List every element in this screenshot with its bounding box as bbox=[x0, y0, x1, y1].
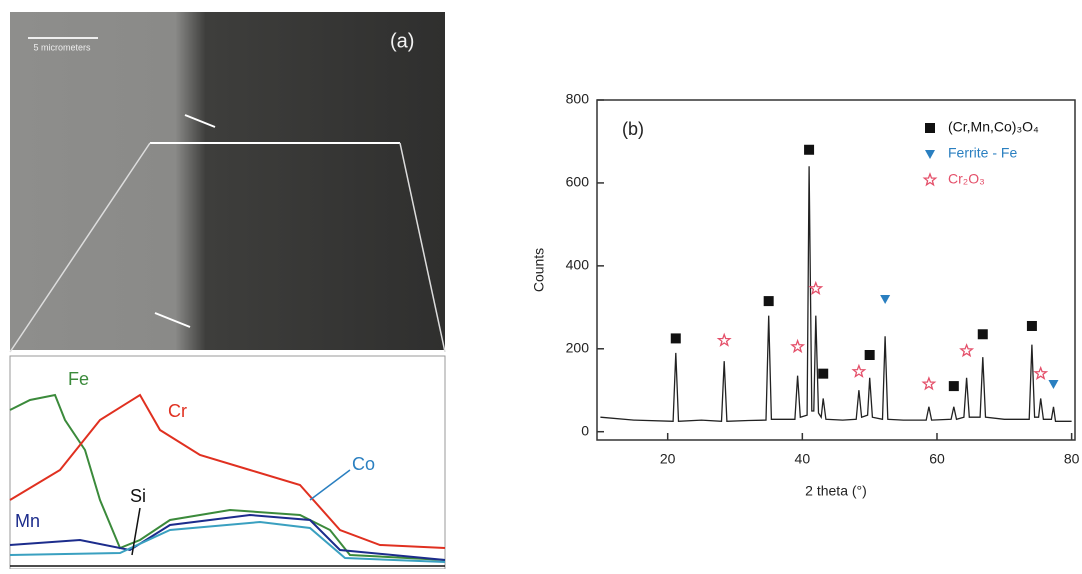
phase-marker bbox=[921, 376, 937, 391]
element-label: Cr bbox=[168, 401, 187, 421]
phase-marker bbox=[864, 350, 875, 360]
phase-marker bbox=[808, 280, 824, 295]
legend-marker bbox=[922, 172, 938, 187]
phase-marker bbox=[818, 368, 829, 379]
phase-marker bbox=[670, 333, 681, 344]
plot-frame bbox=[596, 99, 1076, 441]
element-label: Si bbox=[130, 486, 146, 506]
phase-marker bbox=[851, 363, 867, 378]
co-profile bbox=[9, 520, 446, 563]
arrow bbox=[154, 312, 191, 328]
y-tick-label: 800 bbox=[566, 91, 590, 107]
y-tick-label: 200 bbox=[566, 339, 590, 355]
phase-marker bbox=[716, 332, 732, 347]
y-tick-label: 400 bbox=[566, 257, 590, 273]
legend-marker bbox=[925, 123, 935, 133]
x-tick-label: 20 bbox=[660, 451, 676, 467]
element-label: Fe bbox=[68, 369, 89, 389]
phase-marker bbox=[1033, 365, 1049, 381]
phase-marker bbox=[763, 296, 774, 307]
legend-label: (Cr,Mn,Co)₃O₄ bbox=[948, 119, 1039, 135]
element-label: Mn bbox=[15, 511, 40, 531]
phase-marker bbox=[880, 295, 891, 305]
phase-marker bbox=[1026, 320, 1037, 331]
phase-marker bbox=[948, 381, 959, 392]
mn-profile bbox=[9, 513, 446, 561]
fe-profile bbox=[9, 393, 446, 561]
legend-label: Ferrite - Fe bbox=[948, 145, 1017, 161]
annotation: (b) bbox=[622, 119, 644, 139]
phase-marker bbox=[977, 329, 988, 340]
phase-marker bbox=[959, 343, 975, 358]
spectrum-line bbox=[600, 166, 1072, 422]
si-pointer bbox=[131, 507, 141, 556]
y-axis-title: Counts bbox=[531, 248, 547, 292]
x-axis-title: 2 theta (°) bbox=[805, 483, 867, 499]
arrow bbox=[184, 114, 216, 128]
scale-label: 5 micrometers bbox=[33, 42, 91, 52]
y-tick-label: 600 bbox=[566, 174, 590, 190]
cr-profile bbox=[9, 393, 446, 549]
x-tick-label: 80 bbox=[1064, 451, 1080, 467]
panel-label: (a) bbox=[390, 30, 414, 52]
sem-image bbox=[10, 12, 445, 350]
y-tick-label: 0 bbox=[581, 422, 589, 438]
phase-marker bbox=[804, 144, 815, 155]
x-tick-label: 40 bbox=[795, 451, 811, 467]
panel-b: 0 200 400 600 800 20 40 60 80 2 theta (°) Counts (b… bbox=[531, 91, 1080, 499]
phase-marker bbox=[1048, 380, 1059, 390]
legend-marker bbox=[925, 150, 935, 159]
x-tick-label: 60 bbox=[929, 451, 945, 467]
zoom-line bbox=[399, 142, 446, 353]
co-pointer bbox=[309, 469, 351, 501]
element-label: Co bbox=[352, 454, 375, 474]
legend-label: Cr₂O₃ bbox=[948, 171, 985, 187]
zoom-line bbox=[9, 142, 151, 353]
panel-a: 5 micrometers (a) Fe Cr Co Mn Si bbox=[9, 12, 446, 570]
phase-marker bbox=[790, 338, 806, 354]
